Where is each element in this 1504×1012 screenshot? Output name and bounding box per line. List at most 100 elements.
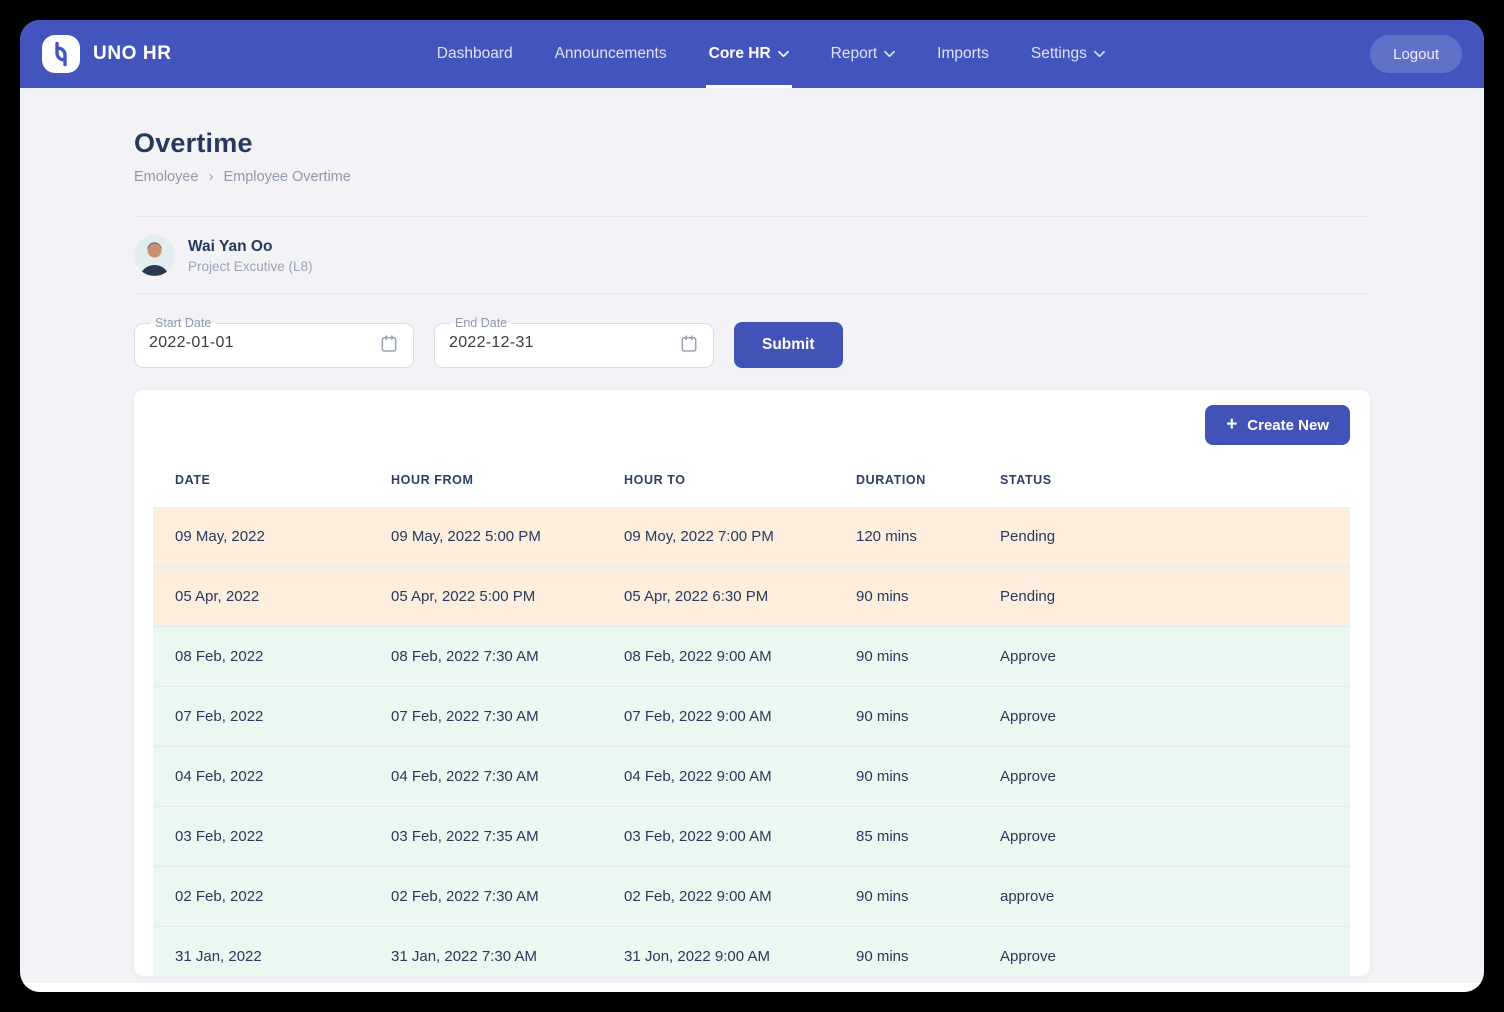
- nav-item-settings[interactable]: Settings: [1031, 20, 1105, 88]
- cell-status: approve: [1000, 888, 1055, 905]
- nav-item-announcements[interactable]: Announcements: [555, 20, 667, 88]
- start-date-field[interactable]: Start Date 2022-01-01: [134, 317, 414, 368]
- cell-status: Approve: [1000, 708, 1056, 725]
- profile-text: Wai Yan Oo Project Excutive (L8): [188, 238, 313, 274]
- nav-item-label: Settings: [1030, 45, 1087, 62]
- brand-name: UNO HR: [93, 43, 172, 64]
- calendar-icon[interactable]: [379, 333, 399, 354]
- cell-status: Pending: [1000, 528, 1056, 545]
- table-row[interactable]: 02 Feb, 2022 02 Feb, 2022 7:30 AM 02 Feb, …: [153, 867, 1350, 927]
- breadcrumb-employee[interactable]: Emoloyee: [134, 168, 199, 185]
- chevron-right-icon: ›: [208, 168, 214, 185]
- cell-hour-to: 04 Feb, 2022 9:00 AM: [624, 768, 772, 785]
- cell-status: Approve: [1000, 948, 1056, 965]
- chevron-down-icon: [1093, 50, 1105, 58]
- cell-status: Approve: [1000, 828, 1056, 845]
- table-row[interactable]: 07 Feb, 2022 07 Feb, 2022 7:30 AM 07 Feb, …: [153, 687, 1350, 747]
- nav-item-label: Announcements: [554, 45, 667, 62]
- cell-hour-from: 05 Apr, 2022 5:00 PM: [391, 588, 536, 605]
- nav-item-label: Report: [830, 45, 878, 62]
- cell-hour-from: 07 Feb, 2022 7:30 AM: [391, 708, 539, 725]
- nav-item-dashboard[interactable]: Dashboard: [437, 20, 513, 88]
- table-row[interactable]: 09 May, 2022 09 May, 2022 5:00 PM 09 Moy, …: [153, 507, 1350, 567]
- end-date-value[interactable]: 2022-12-31: [449, 334, 534, 351]
- column-header-hour-from: HOUR FROM: [391, 473, 474, 487]
- start-date-row: 2022-01-01: [149, 333, 399, 354]
- nav-item-label: Core HR: [708, 45, 771, 62]
- card-toolbar: + Create New: [134, 390, 1370, 445]
- cell-duration: 90 mins: [856, 768, 909, 785]
- cell-hour-from: 09 May, 2022 5:00 PM: [391, 528, 541, 545]
- end-date-field[interactable]: End Date 2022-12-31: [434, 317, 714, 368]
- submit-button[interactable]: Submit: [734, 322, 843, 368]
- employee-role: Project Excutive (L8): [188, 258, 313, 274]
- nav-item-label: Dashboard: [436, 45, 513, 62]
- cell-date: 05 Apr, 2022: [175, 588, 260, 605]
- start-date-label: Start Date: [155, 316, 212, 330]
- page-title: Overtime: [134, 128, 253, 158]
- cell-hour-from: 04 Feb, 2022 7:30 AM: [391, 768, 539, 785]
- start-date-value[interactable]: 2022-01-01: [149, 334, 234, 351]
- cell-date: 02 Feb, 2022: [175, 888, 264, 905]
- brand[interactable]: UNO HR: [42, 20, 172, 88]
- cell-date: 04 Feb, 2022: [175, 768, 264, 785]
- cell-status: Approve: [1000, 768, 1056, 785]
- cell-status: Approve: [1000, 648, 1056, 665]
- overtime-card: + Create New DATE HOUR FROM HOUR TO DURATIO…: [134, 390, 1370, 976]
- cell-hour-to: 31 Jon, 2022 9:00 AM: [624, 948, 770, 965]
- uno-logo-icon: [42, 35, 80, 73]
- cell-hour-from: 03 Feb, 2022 7:35 AM: [391, 828, 539, 845]
- column-header-date: DATE: [175, 473, 211, 487]
- main-content: Overtime Emoloyee › Employee Overtime: [20, 128, 1484, 976]
- end-date-row: 2022-12-31: [449, 333, 699, 354]
- calendar-icon[interactable]: [679, 333, 699, 354]
- chevron-down-icon: [777, 50, 789, 58]
- cell-duration: 90 mins: [856, 648, 909, 665]
- cell-duration: 90 mins: [856, 708, 909, 725]
- plus-icon: +: [1226, 413, 1238, 435]
- cell-hour-from: 31 Jan, 2022 7:30 AM: [391, 948, 537, 965]
- cell-date: 09 May, 2022: [175, 528, 265, 545]
- table-row[interactable]: 31 Jan, 2022 31 Jan, 2022 7:30 AM 31 Jon, …: [153, 927, 1350, 976]
- avatar: [134, 235, 175, 276]
- column-header-duration: DURATION: [856, 473, 926, 487]
- main-nav: Dashboard Announcements Core HR Report Impor…: [172, 20, 1371, 88]
- breadcrumb: Emoloyee › Employee Overtime: [134, 168, 1370, 185]
- nav-item-report[interactable]: Report: [831, 20, 896, 88]
- divider: [134, 293, 1370, 294]
- cell-hour-to: 05 Apr, 2022 6:30 PM: [624, 588, 769, 605]
- employee-name: Wai Yan Oo: [188, 237, 273, 255]
- cell-hour-to: 08 Feb, 2022 9:00 AM: [624, 648, 772, 665]
- cell-hour-to: 09 Moy, 2022 7:00 PM: [624, 528, 774, 545]
- cell-hour-to: 07 Feb, 2022 9:00 AM: [624, 708, 772, 725]
- end-date-label: End Date: [455, 316, 508, 330]
- cell-duration: 90 mins: [856, 888, 909, 905]
- table-row[interactable]: 08 Feb, 2022 08 Feb, 2022 7:30 AM 08 Feb, …: [153, 627, 1350, 687]
- create-new-label: Create New: [1247, 416, 1329, 434]
- nav-item-imports[interactable]: Imports: [937, 20, 989, 88]
- nav-item-label: Imports: [937, 45, 989, 62]
- table-body: 09 May, 2022 09 May, 2022 5:00 PM 09 Moy, …: [153, 507, 1350, 976]
- create-new-button[interactable]: + Create New: [1205, 405, 1350, 445]
- cell-date: 07 Feb, 2022: [175, 708, 264, 725]
- cell-hour-from: 08 Feb, 2022 7:30 AM: [391, 648, 539, 665]
- cell-hour-from: 02 Feb, 2022 7:30 AM: [391, 888, 539, 905]
- logout-button[interactable]: Logout: [1370, 35, 1462, 73]
- overtime-table: DATE HOUR FROM HOUR TO DURATION STATUS 09 Ma…: [153, 445, 1350, 976]
- table-header: DATE HOUR FROM HOUR TO DURATION STATUS: [153, 445, 1350, 507]
- table-row[interactable]: 03 Feb, 2022 03 Feb, 2022 7:35 AM 03 Feb, …: [153, 807, 1350, 867]
- breadcrumb-employee-overtime[interactable]: Employee Overtime: [223, 168, 351, 185]
- cell-hour-to: 03 Feb, 2022 9:00 AM: [624, 828, 772, 845]
- table-row[interactable]: 04 Feb, 2022 04 Feb, 2022 7:30 AM 04 Feb, …: [153, 747, 1350, 807]
- table-row[interactable]: 05 Apr, 2022 05 Apr, 2022 5:00 PM 05 Apr, …: [153, 567, 1350, 627]
- cell-duration: 90 mins: [856, 588, 909, 605]
- date-filter-bar: Start Date 2022-01-01 End Date 2022-12-3…: [134, 317, 1370, 368]
- top-navbar: UNO HR Dashboard Announcements Core HR Repo…: [20, 20, 1484, 88]
- nav-item-core-hr[interactable]: Core HR: [705, 20, 792, 88]
- cell-duration: 120 mins: [856, 528, 917, 545]
- column-header-hour-to: HOUR TO: [624, 473, 686, 487]
- cell-date: 08 Feb, 2022: [175, 648, 264, 665]
- chevron-down-icon: [884, 50, 896, 58]
- cell-date: 03 Feb, 2022: [175, 828, 264, 845]
